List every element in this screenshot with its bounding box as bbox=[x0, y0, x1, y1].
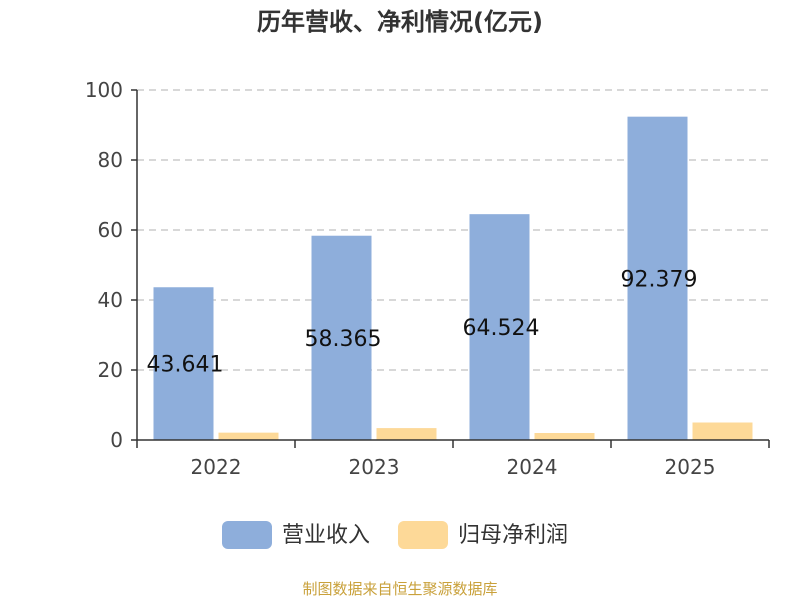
y-tick-label: 40 bbox=[98, 288, 123, 312]
bar-net-profit[interactable] bbox=[534, 433, 595, 440]
y-tick-label: 0 bbox=[110, 428, 123, 452]
x-tick-labels: 2022 2023 2024 2025 bbox=[136, 440, 770, 479]
data-source-note: 制图数据来自恒生聚源数据库 bbox=[302, 580, 497, 598]
chart-title: 历年营收、净利情况(亿元) bbox=[257, 8, 543, 36]
x-tick-label: 2025 bbox=[665, 455, 716, 479]
data-labels: 43.641 58.365 64.524 92.379 bbox=[147, 267, 698, 377]
x-tick-label: 2022 bbox=[191, 455, 242, 479]
bar-revenue[interactable] bbox=[153, 287, 214, 440]
legend-item-net-profit[interactable]: 归母净利润 bbox=[398, 521, 568, 549]
bar-revenue[interactable] bbox=[627, 116, 688, 441]
bar-net-profit[interactable] bbox=[218, 432, 279, 440]
y-tick-label: 80 bbox=[98, 148, 123, 172]
legend: 营业收入 归母净利润 bbox=[222, 521, 568, 549]
data-label-revenue: 64.524 bbox=[463, 316, 540, 341]
x-tick-label: 2023 bbox=[349, 455, 400, 479]
legend-swatch-net-profit bbox=[398, 521, 448, 549]
bar-net-profit[interactable] bbox=[376, 428, 437, 440]
bar-revenue[interactable] bbox=[469, 214, 530, 440]
data-label-revenue: 92.379 bbox=[621, 267, 698, 292]
legend-item-revenue[interactable]: 营业收入 bbox=[222, 521, 370, 549]
legend-label-net-profit: 归母净利润 bbox=[458, 523, 568, 548]
x-tick-label: 2024 bbox=[507, 455, 558, 479]
bars bbox=[153, 116, 753, 441]
grid-lines bbox=[137, 89, 769, 371]
y-tick-label: 20 bbox=[98, 358, 123, 382]
y-tick-label: 60 bbox=[98, 218, 123, 242]
data-label-revenue: 43.641 bbox=[147, 353, 224, 378]
legend-label-revenue: 营业收入 bbox=[282, 523, 370, 548]
bar-revenue[interactable] bbox=[311, 235, 372, 440]
y-tick-labels: 0 20 40 60 80 100 bbox=[85, 78, 137, 452]
legend-swatch-revenue bbox=[222, 521, 272, 549]
y-tick-label: 100 bbox=[85, 78, 123, 102]
bar-net-profit[interactable] bbox=[692, 422, 753, 441]
data-label-revenue: 58.365 bbox=[305, 327, 382, 352]
